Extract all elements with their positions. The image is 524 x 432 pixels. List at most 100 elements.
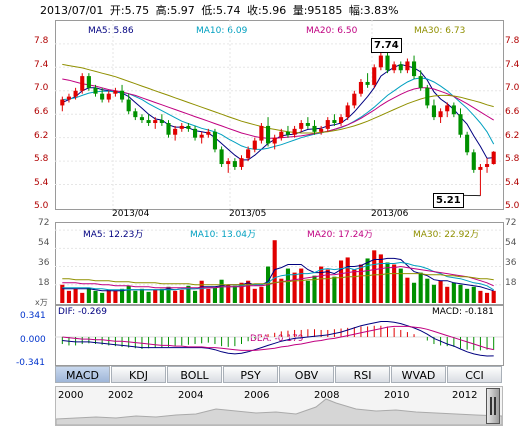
volume-ytick-right-0: 72 [505, 218, 517, 228]
candle-body [186, 125, 191, 129]
timeline-year-2008: 2008 [314, 390, 340, 401]
macd-dea-label: DEA: -0.179 [250, 334, 304, 344]
quote-volume: 量:95185 [292, 4, 343, 17]
price-ytick-left-4: 6.2 [34, 131, 49, 141]
candle-body [305, 123, 310, 126]
volume-bar [60, 284, 65, 303]
volume-bar [133, 290, 138, 303]
candle-body [458, 114, 463, 135]
timeline-year-2006: 2006 [244, 390, 270, 401]
volume-chart-svg [55, 229, 503, 303]
tab-rsi[interactable]: RSI [335, 366, 390, 383]
volume-bar [259, 286, 264, 303]
tab-psy[interactable]: PSY [223, 366, 278, 383]
macd-dea-line [62, 325, 494, 351]
price-ytick-left-3: 6.6 [34, 107, 49, 117]
candle-body [431, 105, 437, 118]
timeline-navigator[interactable]: 2000 2002 2004 2006 2008 2010 2012 [55, 386, 503, 426]
volume-ma10-line [62, 261, 494, 291]
price-ma30-line [62, 63, 494, 134]
candle-body [338, 117, 344, 123]
volume-bar [365, 258, 370, 303]
price-ytick-right-5: 5.8 [505, 154, 520, 164]
volume-ma10-label: MA10: 13.04万 [190, 230, 257, 240]
candle-body [484, 164, 490, 167]
candle-body [491, 151, 496, 165]
tab-kdj[interactable]: KDJ [111, 366, 166, 383]
candle-body [332, 120, 337, 123]
candle-body [372, 67, 377, 85]
price-ytick-right-2: 7.0 [505, 83, 520, 93]
quote-close: 收:5.96 [247, 4, 287, 17]
volume-bar [206, 288, 211, 303]
candle-body [292, 128, 297, 135]
volume-bar [478, 290, 483, 303]
tab-cci[interactable]: CCI [447, 366, 502, 383]
candle-body [418, 76, 423, 88]
candle-body [325, 120, 330, 129]
candle-body [153, 120, 158, 123]
volume-ytick-right-2: 36 [505, 258, 517, 268]
volume-bar [312, 275, 317, 303]
volume-bar [305, 280, 310, 303]
candle-body [451, 105, 456, 115]
candle-body [365, 81, 370, 85]
candle-body [179, 125, 184, 129]
volume-bar [491, 290, 496, 303]
price-ytick-left-6: 5.4 [34, 178, 49, 188]
tab-macd[interactable]: MACD [55, 366, 110, 383]
candle-body [285, 131, 291, 135]
volume-bar [418, 272, 423, 303]
tab-obv[interactable]: OBV [279, 366, 334, 383]
volume-bar [425, 278, 430, 303]
volume-bar [100, 292, 105, 303]
candle-body [358, 81, 364, 94]
candle-body [173, 128, 178, 135]
volume-bar [338, 260, 344, 303]
tab-boll[interactable]: BOLL [167, 366, 222, 383]
candle-body [106, 93, 111, 100]
volume-bar [179, 289, 184, 303]
timeline-overview-graph [56, 398, 502, 425]
volume-bar [166, 286, 171, 303]
volume-ytick-right-3: 18 [505, 278, 517, 288]
price-panel [55, 20, 504, 210]
volume-bar [239, 282, 244, 303]
volume-bar [212, 287, 218, 303]
volume-bar [226, 284, 231, 303]
volume-bar [153, 289, 158, 303]
candle-body [438, 111, 443, 118]
price-ma10-label: MA10: 6.09 [196, 26, 248, 36]
volume-bar [86, 287, 91, 303]
volume-bar [445, 286, 450, 303]
volume-bar [199, 280, 204, 303]
volume-bar [398, 268, 403, 303]
volume-bar [319, 266, 324, 303]
candle-body [345, 105, 350, 118]
candle-body [378, 55, 383, 68]
candle-body [133, 111, 138, 118]
volume-bar [471, 286, 476, 303]
macd-chart-svg [55, 321, 503, 357]
candle-body [478, 166, 483, 170]
candle-body [192, 128, 198, 138]
macd-dif-line [62, 321, 494, 357]
volume-bar [299, 268, 304, 303]
timeline-range-handle[interactable] [486, 388, 500, 424]
price-ytick-left-5: 5.8 [34, 154, 49, 164]
price-ytick-left-1: 7.4 [34, 60, 49, 70]
candle-body [206, 131, 211, 135]
candle-body [100, 93, 105, 100]
volume-bar [219, 279, 224, 303]
volume-bar [458, 284, 463, 303]
volume-bar [392, 264, 397, 303]
candle-body [73, 90, 78, 97]
candle-body [299, 123, 304, 129]
macd-value-label: MACD: -0.181 [432, 307, 494, 317]
volume-ytick-left-2: 36 [38, 258, 50, 268]
price-ma30-label: MA30: 6.73 [414, 26, 466, 36]
volume-bar [232, 285, 237, 303]
tab-wvad[interactable]: WVAD [391, 366, 446, 383]
high-price-callout: 7.74 [371, 38, 402, 53]
candle-body [445, 105, 450, 112]
